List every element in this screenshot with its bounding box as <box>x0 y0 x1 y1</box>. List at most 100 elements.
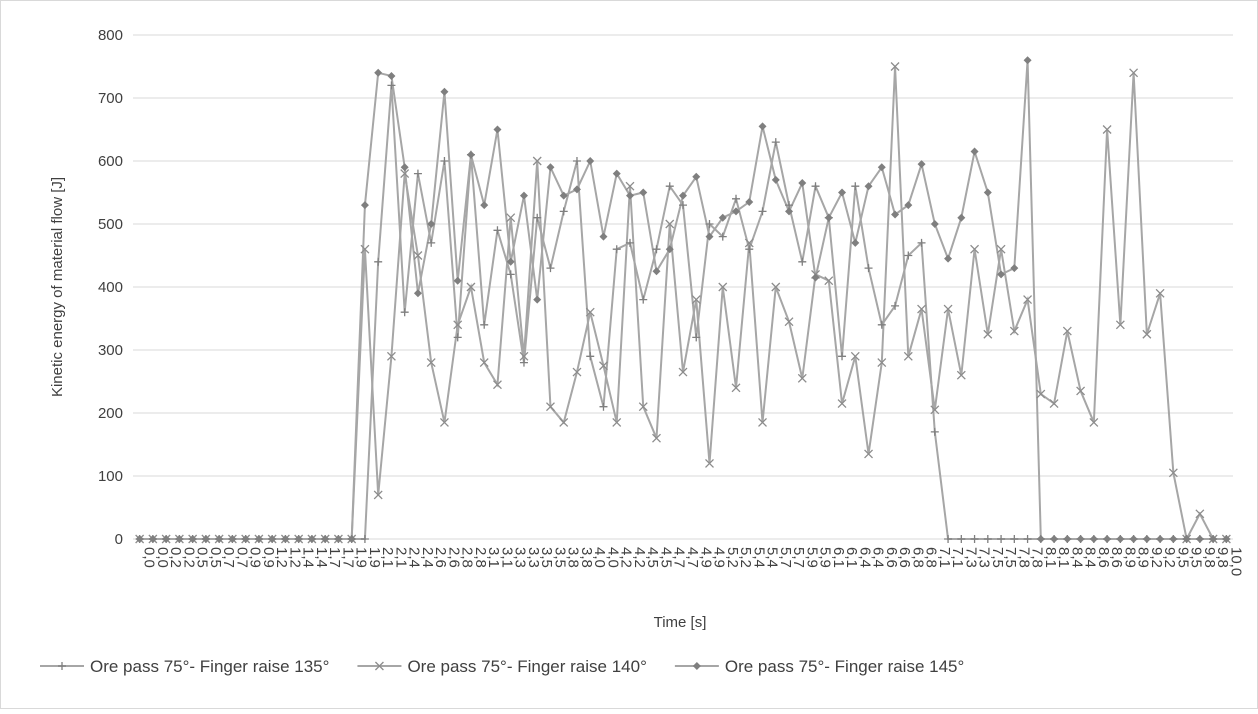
marker-diamond <box>294 535 303 543</box>
marker-cross <box>1195 509 1205 519</box>
x-tick-label: 2,6 <box>445 547 462 568</box>
marker-plus <box>997 535 1006 543</box>
x-tick-label: 5,2 <box>724 547 741 568</box>
x-tick-label: 4,5 <box>657 547 674 568</box>
marker-plus <box>877 320 886 329</box>
marker-cross <box>718 282 728 292</box>
x-tick-label: 6,6 <box>883 547 900 568</box>
marker-cross <box>837 399 847 409</box>
marker-cross <box>903 351 913 361</box>
x-tick-label: 5,2 <box>737 547 754 568</box>
marker-cross <box>877 358 887 368</box>
x-tick-label: 7,5 <box>989 547 1006 568</box>
marker-diamond <box>1222 535 1231 543</box>
x-tick-label: 1,2 <box>286 547 303 568</box>
marker-plus <box>453 333 462 342</box>
marker-cross <box>1076 386 1086 396</box>
marker-plus <box>506 270 515 279</box>
x-tick-label: 8,9 <box>1121 547 1138 568</box>
x-tick-label: 4,9 <box>711 547 728 568</box>
marker-diamond <box>559 191 568 200</box>
marker-diamond <box>1116 535 1125 543</box>
x-tick-label: 2,1 <box>392 547 409 568</box>
x-tick-label: 5,7 <box>777 547 794 568</box>
marker-cross <box>652 433 661 443</box>
marker-plus <box>904 251 913 260</box>
marker-diamond <box>599 232 608 241</box>
x-tick-label: 9,5 <box>1174 547 1191 568</box>
marker-plus <box>360 535 369 543</box>
x-tick-label: 8,6 <box>1095 547 1112 568</box>
marker-diamond <box>1076 535 1085 543</box>
x-tick-label: 4,5 <box>644 547 661 568</box>
marker-diamond <box>519 191 528 200</box>
x-tick-label: 1,4 <box>313 547 330 568</box>
marker-diamond <box>1103 535 1112 543</box>
y-tick-label: 0 <box>115 531 123 548</box>
x-tick-label: 3,5 <box>551 547 568 568</box>
x-tick-label: 4,9 <box>697 547 714 568</box>
x-tick-label: 3,8 <box>565 547 582 568</box>
x-tick-label: 7,3 <box>962 547 979 568</box>
marker-cross <box>1129 68 1139 78</box>
x-tick-label: 4,0 <box>591 547 608 568</box>
y-axis-title: Kinetic energy of material flow [J] <box>49 177 66 397</box>
marker-cross <box>519 351 529 361</box>
marker-diamond <box>400 163 409 172</box>
marker-diamond <box>1023 56 1032 65</box>
marker-cross <box>864 449 874 459</box>
marker-cross <box>1155 288 1165 298</box>
marker-plus <box>851 182 860 191</box>
marker-plus <box>930 427 939 436</box>
marker-plus <box>440 157 449 165</box>
marker-diamond <box>466 150 475 159</box>
marker-cross <box>360 244 370 254</box>
marker-cross <box>572 367 582 377</box>
x-tick-label: 1,9 <box>366 547 383 568</box>
marker-diamond <box>1169 535 1178 543</box>
x-tick-label: 4,2 <box>631 547 648 568</box>
marker-cross <box>983 329 993 339</box>
marker-diamond <box>811 273 820 282</box>
x-tick-label: 2,1 <box>379 547 396 568</box>
marker-diamond <box>745 197 754 206</box>
marker-diamond <box>891 210 900 219</box>
x-tick-label: 9,5 <box>1188 547 1205 568</box>
marker-plus <box>705 220 714 228</box>
marker-diamond <box>1089 535 1098 543</box>
marker-cross <box>400 169 410 179</box>
marker-plus <box>652 245 661 254</box>
marker-diamond <box>387 71 396 80</box>
x-tick-label: 0,7 <box>233 547 250 568</box>
marker-diamond <box>1036 535 1045 543</box>
x-tick-label: 5,9 <box>803 547 820 568</box>
marker-plus <box>639 295 648 304</box>
marker-cross <box>1089 417 1099 427</box>
marker-diamond <box>625 191 634 200</box>
legend-label: Ore pass 75°- Finger raise 140° <box>407 657 646 676</box>
marker-diamond <box>162 535 171 543</box>
marker-diamond <box>732 207 741 216</box>
marker-cross <box>506 213 516 223</box>
marker-diamond <box>440 87 449 96</box>
x-tick-label: 6,4 <box>870 547 887 568</box>
legend-label: Ore pass 75°- Finger raise 145° <box>725 657 964 676</box>
marker-cross <box>970 244 980 254</box>
marker-diamond <box>957 213 966 222</box>
marker-diamond <box>228 535 237 543</box>
marker-diamond <box>1050 535 1059 543</box>
x-tick-label: 2,8 <box>472 547 489 568</box>
x-tick-label: 3,3 <box>525 547 542 568</box>
marker-diamond <box>546 163 555 172</box>
marker-plus <box>493 226 502 235</box>
marker-cross <box>771 282 781 292</box>
x-tick-label: 5,4 <box>750 547 767 568</box>
x-tick-label: 0,9 <box>260 547 277 568</box>
marker-diamond <box>215 535 224 543</box>
marker-plus <box>625 238 634 247</box>
marker-cross <box>1049 399 1059 409</box>
marker-diamond <box>944 254 953 263</box>
x-tick-label: 6,1 <box>830 547 847 568</box>
marker-diamond <box>1129 535 1138 543</box>
marker-plus <box>758 207 767 216</box>
